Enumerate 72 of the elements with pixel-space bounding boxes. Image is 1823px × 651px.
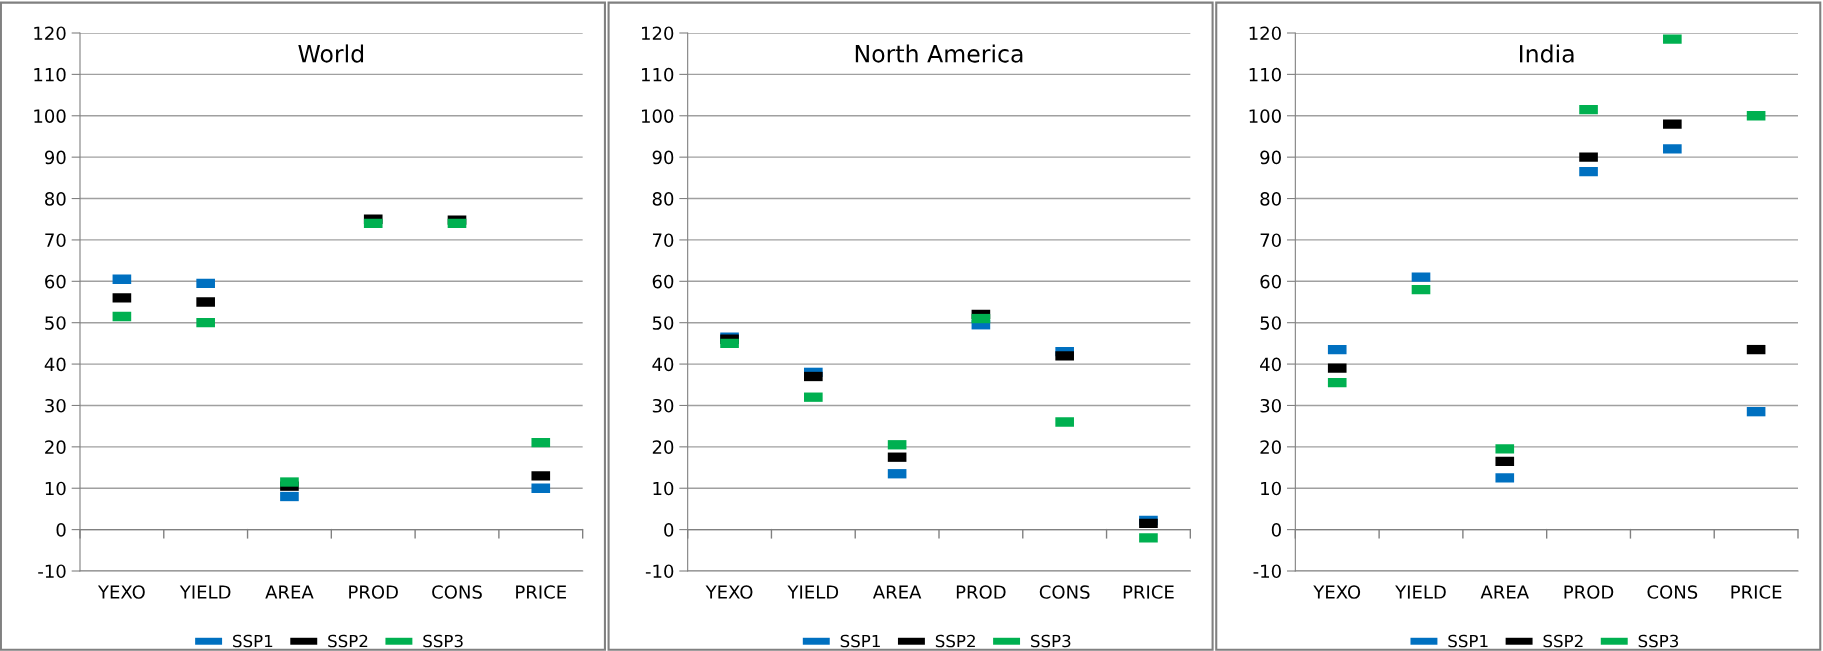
y-tick-label: 50 bbox=[1260, 316, 1281, 330]
y-tick-label: 110 bbox=[34, 67, 66, 82]
y-tick-label: 70 bbox=[1260, 233, 1281, 248]
y-tick-label: 100 bbox=[641, 109, 674, 123]
x-tick-label: YIELD bbox=[1395, 585, 1446, 599]
y-tick-label: 10 bbox=[45, 481, 66, 496]
x-tick-label: AREA bbox=[872, 585, 922, 599]
y-tick-label: 30 bbox=[45, 398, 66, 413]
x-tick-label: PROD bbox=[349, 585, 398, 599]
y-tick-label: 80 bbox=[652, 192, 674, 206]
chart-title: World bbox=[298, 44, 364, 63]
y-tick-label: 0 bbox=[56, 523, 66, 537]
x-tick-label: AREA bbox=[265, 585, 314, 599]
legend-label: SSP2 bbox=[935, 634, 975, 648]
legend-label: SSP2 bbox=[1543, 634, 1583, 648]
y-tick-label: 100 bbox=[1249, 109, 1281, 123]
chart-title: North America bbox=[855, 44, 1023, 63]
x-tick-label: PRICE bbox=[516, 585, 567, 599]
y-tick-label: 0 bbox=[1271, 523, 1281, 537]
y-tick-label: 50 bbox=[45, 316, 66, 330]
y-tick-label: 100 bbox=[34, 109, 66, 123]
x-tick-label: PRICE bbox=[1731, 585, 1782, 599]
y-tick-label: 20 bbox=[45, 440, 66, 454]
legend-label: SSP2 bbox=[328, 634, 368, 648]
y-tick-label: 10 bbox=[1261, 481, 1281, 496]
y-tick-label: 50 bbox=[652, 316, 674, 330]
legend-label: SSP1 bbox=[1448, 634, 1488, 648]
y-tick-label: -10 bbox=[38, 564, 66, 579]
x-tick-label: CONS bbox=[1039, 585, 1090, 599]
y-tick-label: 20 bbox=[652, 440, 674, 454]
x-tick-label: YEXO bbox=[705, 585, 753, 599]
y-tick-label: -10 bbox=[645, 564, 674, 579]
x-tick-label: CONS bbox=[1647, 585, 1698, 599]
y-tick-label: 120 bbox=[641, 26, 674, 41]
y-tick-label: 60 bbox=[652, 274, 674, 289]
y-tick-label: 120 bbox=[1249, 26, 1281, 41]
chart-title: India bbox=[1520, 44, 1574, 63]
x-tick-label: PROD bbox=[956, 585, 1006, 599]
y-tick-label: -10 bbox=[1253, 564, 1281, 579]
legend-label: SSP3 bbox=[1031, 634, 1071, 648]
y-tick-label: 10 bbox=[653, 481, 674, 496]
legend-label: SSP3 bbox=[1638, 634, 1679, 648]
y-tick-label: 60 bbox=[1260, 274, 1281, 289]
y-tick-label: 90 bbox=[1260, 150, 1281, 165]
x-tick-label: YEXO bbox=[97, 585, 145, 599]
y-tick-label: 70 bbox=[45, 233, 66, 248]
y-tick-label: 40 bbox=[1260, 357, 1281, 372]
legend-label: SSP1 bbox=[840, 634, 880, 648]
legend-label: SSP1 bbox=[233, 634, 273, 648]
y-tick-label: 40 bbox=[652, 357, 674, 372]
y-tick-label: 110 bbox=[641, 67, 674, 82]
y-tick-label: 80 bbox=[45, 192, 66, 206]
y-tick-label: 30 bbox=[652, 398, 674, 413]
y-tick-label: 90 bbox=[44, 150, 66, 165]
y-tick-label: 120 bbox=[34, 26, 66, 41]
x-tick-label: YIELD bbox=[787, 585, 839, 599]
y-tick-label: 60 bbox=[45, 274, 66, 289]
y-tick-label: 70 bbox=[652, 233, 674, 248]
y-tick-label: 80 bbox=[1260, 192, 1281, 206]
x-tick-label: CONS bbox=[432, 585, 482, 599]
x-tick-label: YIELD bbox=[179, 585, 231, 599]
x-tick-label: PROD bbox=[1564, 585, 1614, 599]
x-tick-label: AREA bbox=[1480, 585, 1529, 599]
y-tick-label: 110 bbox=[1249, 67, 1281, 82]
y-tick-label: 40 bbox=[44, 357, 66, 372]
legend-label: SSP3 bbox=[423, 634, 463, 648]
x-tick-label: YEXO bbox=[1313, 585, 1361, 599]
y-tick-label: 90 bbox=[652, 150, 674, 165]
y-tick-label: 20 bbox=[1260, 440, 1281, 454]
y-tick-label: 30 bbox=[1260, 398, 1281, 413]
x-tick-label: PRICE bbox=[1123, 585, 1174, 599]
y-tick-label: 0 bbox=[664, 523, 674, 537]
